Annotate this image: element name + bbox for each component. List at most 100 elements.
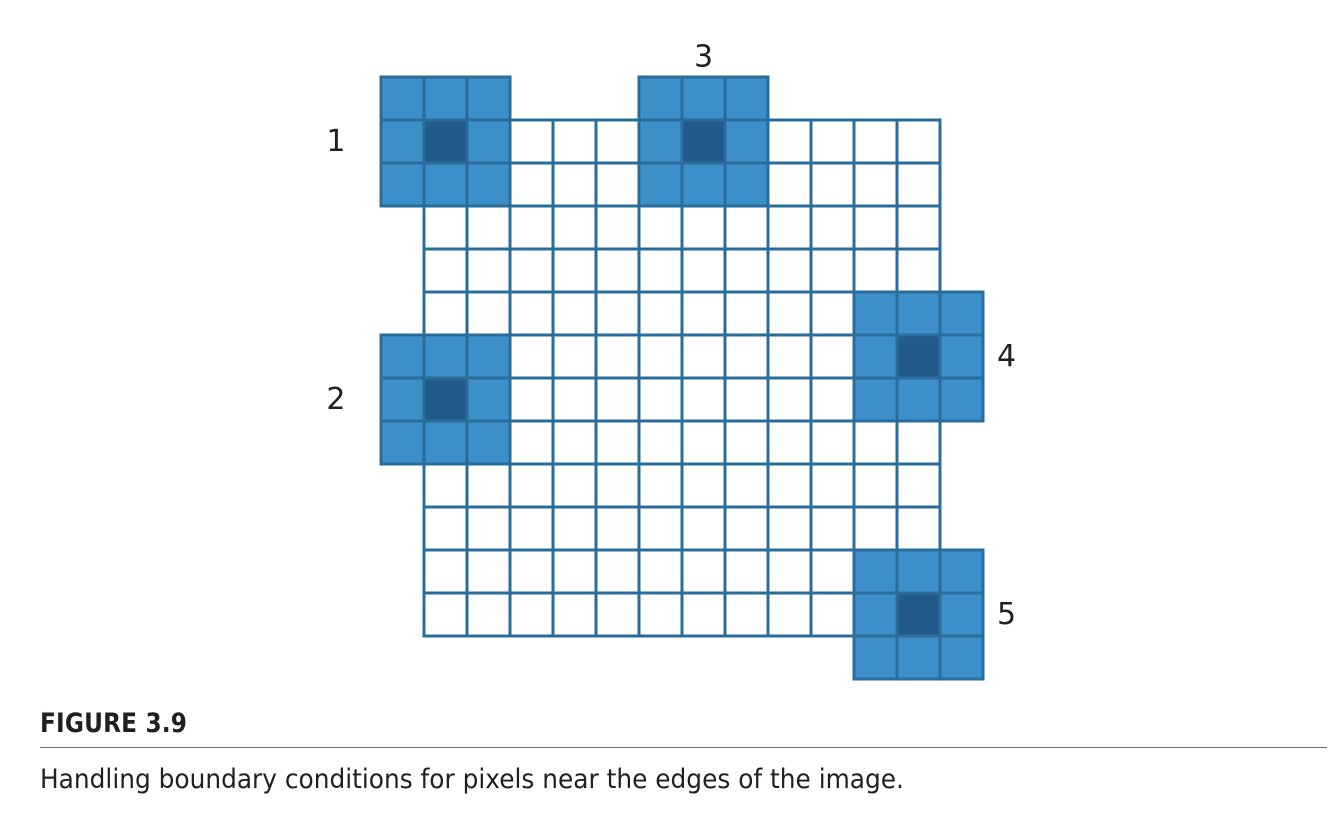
grid-pixel bbox=[680, 591, 727, 638]
grid-pixel bbox=[594, 118, 641, 165]
grid-pixel bbox=[551, 548, 598, 595]
grid-pixel bbox=[852, 204, 899, 251]
grid-pixel bbox=[637, 376, 684, 423]
center-pixel bbox=[422, 376, 469, 423]
grid-pixel bbox=[723, 204, 770, 251]
grid-pixel bbox=[766, 376, 813, 423]
window-labels: 1 2 3 4 5 bbox=[326, 40, 1016, 633]
neighbor-pixel bbox=[379, 118, 426, 165]
neighbor-pixel bbox=[680, 75, 727, 122]
grid-pixel bbox=[508, 591, 555, 638]
grid-pixel bbox=[766, 204, 813, 251]
grid-pixel bbox=[723, 419, 770, 466]
window-border bbox=[852, 548, 985, 681]
grid-pixel bbox=[723, 333, 770, 380]
grid-pixel bbox=[594, 161, 641, 208]
grid-pixel bbox=[508, 247, 555, 294]
grid-pixel bbox=[551, 204, 598, 251]
boundary-conditions-diagram: 1 2 3 4 5 bbox=[326, 40, 1016, 681]
grid-pixel bbox=[465, 591, 512, 638]
grid-pixel bbox=[852, 419, 899, 466]
grid-pixel bbox=[422, 290, 469, 337]
window-border bbox=[637, 75, 770, 208]
grid-pixel bbox=[465, 548, 512, 595]
center-pixel bbox=[422, 118, 469, 165]
grid-pixel bbox=[465, 290, 512, 337]
grid-pixel bbox=[680, 204, 727, 251]
grid-pixel bbox=[809, 462, 856, 509]
neighbor-pixel bbox=[895, 376, 942, 423]
grid-pixel bbox=[680, 548, 727, 595]
neighbor-pixel bbox=[465, 118, 512, 165]
neighbor-pixel bbox=[465, 75, 512, 122]
grid-pixel bbox=[680, 505, 727, 552]
grid-pixel bbox=[551, 591, 598, 638]
window-label-2: 2 bbox=[326, 382, 345, 417]
grid-pixel bbox=[637, 290, 684, 337]
neighbor-pixel bbox=[852, 333, 899, 380]
grid-pixel bbox=[723, 247, 770, 294]
grid-pixel bbox=[809, 290, 856, 337]
grid-pixel bbox=[508, 505, 555, 552]
grid-pixel bbox=[723, 376, 770, 423]
neighbor-pixel bbox=[723, 75, 770, 122]
grid-pixel bbox=[508, 161, 555, 208]
grid-pixel bbox=[508, 118, 555, 165]
grid-pixel bbox=[551, 247, 598, 294]
grid-pixel bbox=[422, 505, 469, 552]
neighbor-pixel bbox=[465, 161, 512, 208]
grid-pixel bbox=[508, 548, 555, 595]
grid-pixel bbox=[723, 591, 770, 638]
grid-pixel bbox=[852, 118, 899, 165]
grid-pixel bbox=[895, 419, 942, 466]
figure-caption: Handling boundary conditions for pixels … bbox=[40, 764, 904, 795]
window-label-4: 4 bbox=[997, 339, 1016, 374]
neighbor-pixel bbox=[379, 419, 426, 466]
grid-pixel bbox=[422, 462, 469, 509]
grid-pixel bbox=[895, 118, 942, 165]
grid-pixel bbox=[551, 118, 598, 165]
grid-pixel bbox=[551, 376, 598, 423]
grid-pixel bbox=[809, 161, 856, 208]
grid-pixel bbox=[723, 548, 770, 595]
grid-pixel bbox=[766, 333, 813, 380]
figure-number: FIGURE 3.9 bbox=[40, 708, 188, 739]
neighborhood-window-2 bbox=[379, 333, 512, 466]
grid-pixel bbox=[809, 204, 856, 251]
grid-pixel bbox=[809, 247, 856, 294]
grid-pixel bbox=[766, 548, 813, 595]
grid-pixel bbox=[551, 419, 598, 466]
neighbor-pixel bbox=[379, 161, 426, 208]
grid-pixel bbox=[809, 376, 856, 423]
grid-pixel bbox=[508, 290, 555, 337]
grid-pixel bbox=[594, 419, 641, 466]
grid-pixel bbox=[723, 505, 770, 552]
grid-pixel bbox=[637, 505, 684, 552]
grid-pixel bbox=[465, 505, 512, 552]
neighbor-pixel bbox=[465, 376, 512, 423]
window-border bbox=[852, 290, 985, 423]
window-label-3: 3 bbox=[694, 40, 713, 75]
grid-pixel bbox=[895, 462, 942, 509]
grid-pixel bbox=[680, 462, 727, 509]
neighbor-pixel bbox=[379, 333, 426, 380]
neighbor-pixel bbox=[895, 548, 942, 595]
grid-pixel bbox=[594, 591, 641, 638]
neighbor-pixel bbox=[723, 118, 770, 165]
neighborhood-window-3 bbox=[637, 75, 770, 208]
grid-pixel bbox=[637, 548, 684, 595]
grid-pixel bbox=[852, 161, 899, 208]
center-pixel bbox=[680, 118, 727, 165]
grid-pixel bbox=[465, 247, 512, 294]
grid-pixel bbox=[508, 333, 555, 380]
grid-pixel bbox=[508, 376, 555, 423]
grid-pixel bbox=[680, 419, 727, 466]
grid-pixel bbox=[637, 204, 684, 251]
grid-pixel bbox=[895, 247, 942, 294]
grid-pixel bbox=[422, 204, 469, 251]
grid-pixel bbox=[766, 290, 813, 337]
grid-pixel bbox=[852, 247, 899, 294]
neighbor-pixel bbox=[938, 548, 985, 595]
grid-pixel bbox=[852, 462, 899, 509]
grid-pixel bbox=[637, 333, 684, 380]
